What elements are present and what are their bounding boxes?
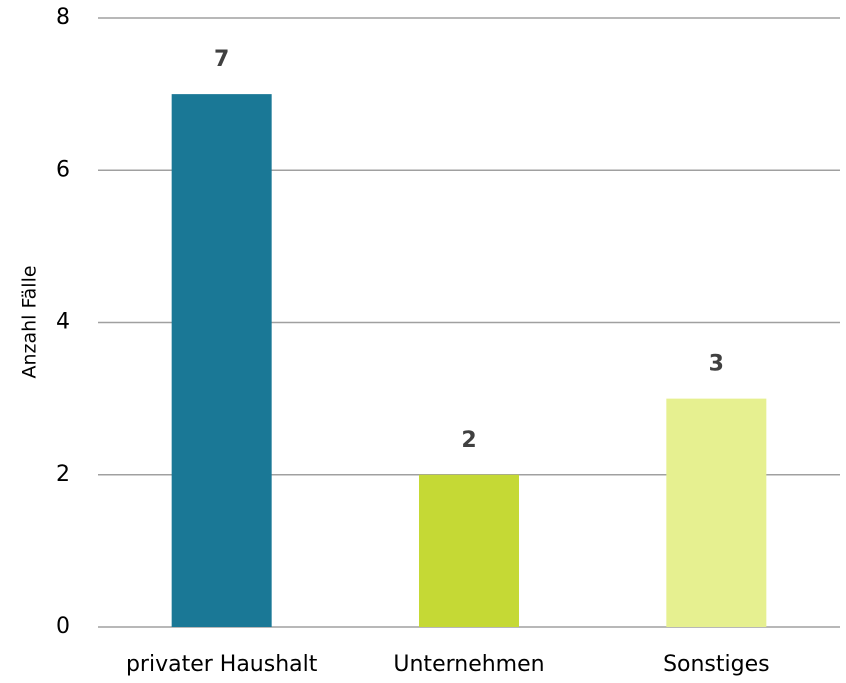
y-tick-label: 6	[56, 157, 70, 182]
bar	[171, 94, 272, 627]
x-tick-label: privater Haushalt	[126, 652, 318, 677]
bar	[666, 398, 767, 627]
y-axis-label: Anzahl Fälle	[19, 265, 41, 378]
x-tick-label: Sonstiges	[663, 652, 770, 677]
value-label: 7	[214, 47, 229, 72]
value-label: 2	[461, 428, 476, 453]
y-tick-label: 2	[56, 462, 70, 487]
y-tick-label: 4	[56, 310, 70, 335]
bar	[419, 474, 519, 627]
y-tick-label: 8	[56, 5, 70, 30]
y-tick-label: 0	[56, 614, 70, 639]
value-label: 3	[709, 352, 724, 377]
x-tick-label: Unternehmen	[393, 652, 544, 677]
